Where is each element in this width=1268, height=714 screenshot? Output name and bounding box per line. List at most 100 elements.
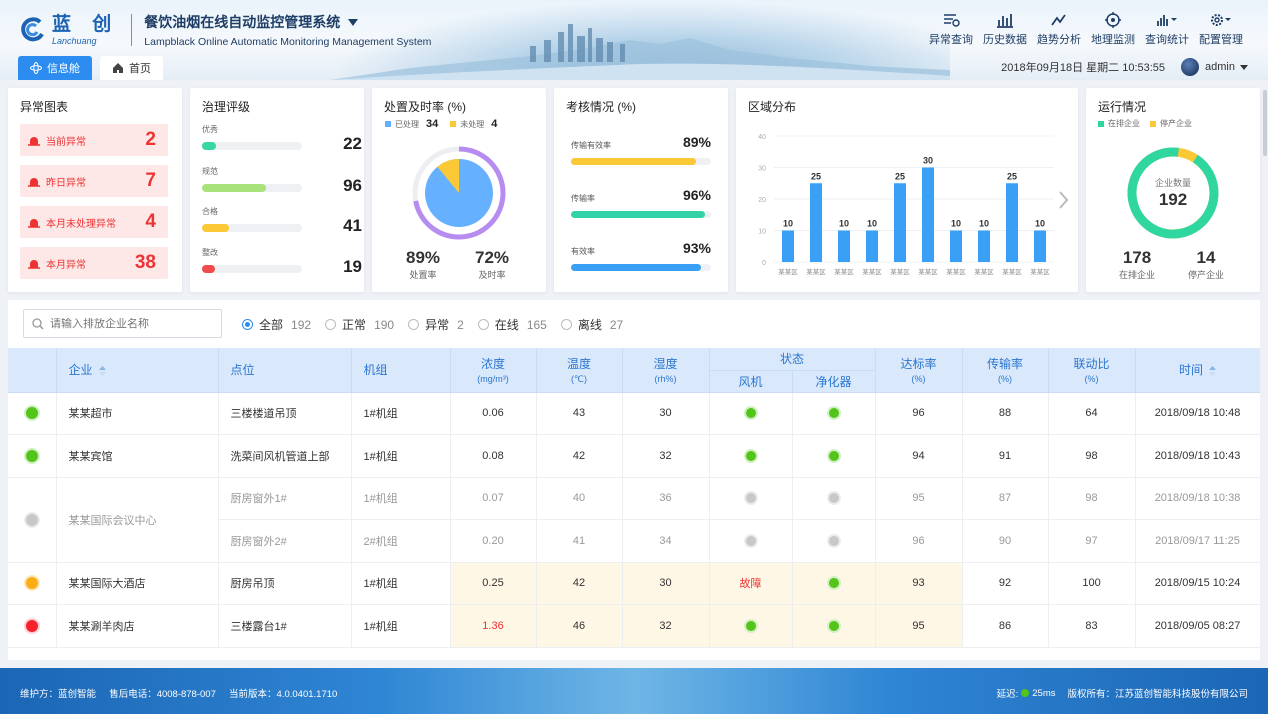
bar[interactable] bbox=[894, 183, 906, 262]
caret-down-icon bbox=[1240, 64, 1248, 70]
filter-abnormal[interactable]: 异常 2 bbox=[408, 316, 464, 333]
abnormal-month[interactable]: 本月异常 38 bbox=[20, 247, 168, 279]
brand-en: Lanchuang bbox=[52, 35, 97, 46]
fan-status-dot bbox=[745, 408, 756, 419]
legend-swatch bbox=[1150, 120, 1156, 127]
cell-transmission-rate: 90 bbox=[962, 519, 1049, 563]
header-unit: (%) bbox=[1084, 374, 1099, 385]
cell-concentration: 0.07 bbox=[450, 477, 537, 520]
y-tick-label: 20 bbox=[758, 197, 766, 204]
table-row[interactable]: 某某国际会议中心 厨房窗外1# 1#机组 0.07 40 36 95 87 98… bbox=[8, 477, 1260, 563]
atom-icon bbox=[30, 62, 42, 74]
header-label: 时间 bbox=[1179, 363, 1204, 378]
operation-legend: 在排企业 停产企业 bbox=[1098, 118, 1192, 129]
filter-offline[interactable]: 离线 27 bbox=[560, 316, 623, 333]
header-label: 达标率 bbox=[900, 357, 937, 372]
chevron-right-icon[interactable] bbox=[1058, 190, 1070, 210]
col-point: 点位 bbox=[218, 348, 352, 393]
cell-unit: 1#机组 bbox=[351, 562, 451, 605]
col-status-dot bbox=[8, 348, 57, 393]
cell-unit: 2#机组 bbox=[351, 519, 451, 563]
bar-chart-icon bbox=[997, 14, 1013, 28]
bar[interactable] bbox=[978, 230, 990, 263]
nav-label: 异常查询 bbox=[929, 34, 973, 46]
abnormal-current[interactable]: 当前异常 2 bbox=[20, 124, 168, 156]
user-menu[interactable]: admin bbox=[1205, 61, 1235, 73]
bar[interactable] bbox=[782, 230, 794, 263]
cell-linkage-ratio: 98 bbox=[1048, 477, 1136, 520]
abnormal-value: 7 bbox=[145, 170, 156, 191]
table-row[interactable]: 厨房窗外2# 2#机组 0.20 41 34 96 90 97 2018/09/… bbox=[8, 519, 1260, 563]
avatar[interactable] bbox=[1181, 58, 1200, 76]
header-label: 湿度 bbox=[653, 357, 678, 372]
bar[interactable] bbox=[950, 230, 962, 263]
nav-trend-analysis[interactable]: 趋势分析 bbox=[1032, 12, 1086, 47]
cell-company: 某某宾馆 bbox=[56, 434, 219, 478]
abnormal-month-unhandled[interactable]: 本月未处理异常 4 bbox=[20, 206, 168, 238]
bar[interactable] bbox=[810, 183, 822, 262]
bar[interactable] bbox=[838, 230, 850, 263]
filter-all[interactable]: 全部 192 bbox=[242, 316, 311, 333]
tab-bar: 信息舱 首页 bbox=[18, 56, 163, 80]
siren-icon bbox=[28, 137, 40, 146]
operation-on: 178 在排企业 bbox=[1114, 248, 1160, 281]
card-title: 治理评级 bbox=[202, 100, 251, 114]
cell-purifier bbox=[792, 392, 876, 435]
table-row[interactable]: 某某涮羊肉店 三楼露台1# 1#机组 1.36 46 32 95 86 83 2… bbox=[8, 604, 1260, 648]
cell-point: 厨房吊顶 bbox=[218, 562, 352, 605]
col-company[interactable]: 企业 bbox=[56, 348, 219, 393]
bar[interactable] bbox=[922, 167, 934, 263]
nav-geo-monitor[interactable]: 地理监测 bbox=[1086, 12, 1140, 47]
page-scrollbar[interactable] bbox=[1263, 90, 1267, 156]
sort-icon[interactable] bbox=[98, 366, 106, 377]
col-time[interactable]: 时间 bbox=[1135, 348, 1260, 393]
search-input[interactable] bbox=[50, 317, 210, 330]
cell-concentration: 0.08 bbox=[450, 434, 537, 478]
cell-point: 三楼露台1# bbox=[218, 604, 352, 648]
governance-item: 规范 96 bbox=[202, 166, 362, 195]
target-icon bbox=[1105, 12, 1121, 28]
bar[interactable] bbox=[1034, 230, 1046, 263]
lanchuang-logo-icon bbox=[21, 17, 44, 42]
filter-label: 离线 bbox=[577, 318, 602, 332]
filter-label: 全部 bbox=[259, 318, 284, 332]
cell-standard-rate: 93 bbox=[875, 562, 963, 605]
radio-circle bbox=[242, 319, 253, 330]
nav-config[interactable]: 配置管理 bbox=[1194, 12, 1248, 47]
nav-query-stats[interactable]: 查询统计 bbox=[1140, 12, 1194, 47]
sort-icon[interactable] bbox=[1209, 366, 1217, 377]
radio-circle bbox=[325, 319, 337, 330]
nav-abnormal-query[interactable]: 异常查询 bbox=[924, 12, 978, 47]
purifier-status-dot bbox=[828, 408, 839, 419]
donut-on-segment bbox=[1127, 147, 1219, 239]
cell-purifier bbox=[792, 519, 876, 563]
governance-item: 整改 19 bbox=[202, 247, 362, 276]
nav-history-data[interactable]: 历史数据 bbox=[978, 12, 1032, 47]
filter-normal[interactable]: 正常 190 bbox=[325, 316, 394, 333]
assessment-value: 89% bbox=[682, 134, 711, 150]
tab-info-cabin[interactable]: 信息舱 bbox=[18, 56, 92, 80]
gear-icon bbox=[1211, 14, 1231, 26]
table-row[interactable]: 某某超市 三楼楼道吊顶 1#机组 0.06 43 30 96 88 64 201… bbox=[8, 392, 1260, 435]
governance-label: 优秀 bbox=[202, 125, 218, 134]
table-row[interactable]: 某某宾馆 洗菜间风机管道上部 1#机组 0.08 42 32 94 91 98 … bbox=[8, 434, 1260, 478]
siren-icon bbox=[28, 178, 40, 187]
status-online-dot bbox=[25, 407, 38, 420]
cell-company: 某某超市 bbox=[56, 392, 219, 435]
footer: 维护方：蓝创智能 售后电话：4008-878-007 当前版本：4.0.0401… bbox=[0, 668, 1268, 714]
abnormal-yesterday[interactable]: 昨日异常 7 bbox=[20, 165, 168, 197]
nav-label: 配置管理 bbox=[1199, 34, 1243, 46]
radio-circle bbox=[477, 319, 489, 330]
table-row[interactable]: 某某国际大酒店 厨房吊顶 1#机组 0.25 42 30 故障 93 92 10… bbox=[8, 562, 1260, 605]
tab-home[interactable]: 首页 bbox=[100, 56, 163, 80]
filter-label: 异常 bbox=[425, 318, 450, 332]
filter-online[interactable]: 在线 165 bbox=[477, 316, 547, 333]
assessment-label: 传输有效率 bbox=[571, 141, 611, 150]
system-title-dropdown[interactable]: 餐饮油烟在线自动监控管理系统 bbox=[144, 12, 431, 32]
legend-swatch bbox=[1098, 120, 1104, 127]
bar[interactable] bbox=[866, 230, 878, 263]
header-unit: (%) bbox=[998, 374, 1013, 385]
abnormal-value: 2 bbox=[145, 129, 156, 150]
card-title: 区域分布 bbox=[748, 100, 797, 114]
bar[interactable] bbox=[1006, 183, 1018, 262]
